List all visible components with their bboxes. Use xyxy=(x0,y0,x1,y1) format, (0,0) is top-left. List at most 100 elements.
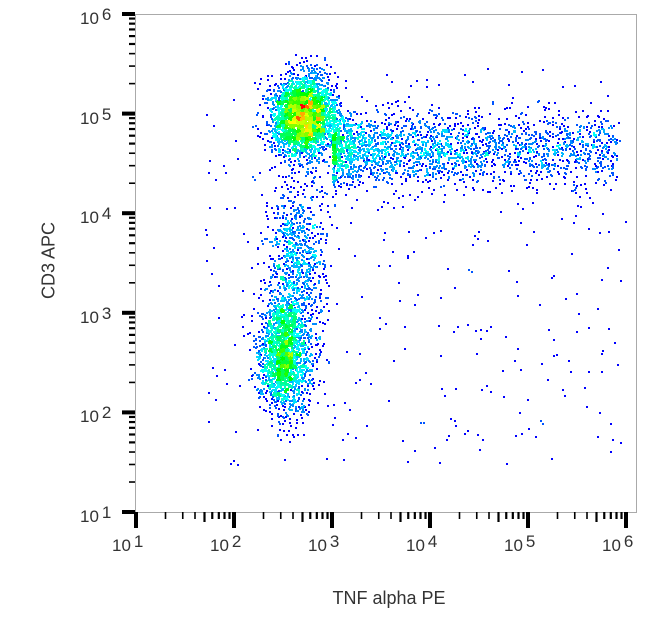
event-dot xyxy=(325,148,327,150)
event-dot xyxy=(288,95,290,97)
event-dot xyxy=(330,66,332,68)
event-dot xyxy=(280,162,282,164)
event-dot xyxy=(317,91,319,93)
event-dot xyxy=(284,140,286,142)
event-dot xyxy=(320,88,322,90)
event-dot xyxy=(275,407,277,409)
event-dot xyxy=(267,375,269,377)
event-dot xyxy=(316,160,318,162)
event-dot xyxy=(288,144,290,146)
event-dot xyxy=(333,103,335,105)
event-dot xyxy=(299,150,301,152)
event-dot xyxy=(276,344,278,346)
event-dot xyxy=(268,333,270,335)
event-dot xyxy=(290,109,292,111)
event-dot xyxy=(288,357,290,359)
event-dot xyxy=(310,82,312,84)
event-dot xyxy=(303,369,305,371)
event-dot xyxy=(295,406,297,408)
event-dot xyxy=(262,366,264,368)
event-dot xyxy=(304,148,306,150)
event-dot xyxy=(326,121,328,123)
event-dot xyxy=(310,64,312,66)
event-dot xyxy=(267,79,269,81)
event-dot xyxy=(264,102,266,104)
event-dot xyxy=(304,329,306,331)
event-dot xyxy=(266,400,268,402)
event-dot xyxy=(312,155,314,157)
event-dot xyxy=(260,132,262,134)
event-dot xyxy=(261,338,263,340)
event-dot xyxy=(299,84,301,86)
event-dot xyxy=(266,330,268,332)
event-dot xyxy=(310,141,312,143)
plot-frame xyxy=(135,14,637,513)
event-dot xyxy=(299,96,301,98)
event-dot xyxy=(271,402,273,404)
event-dot xyxy=(297,126,299,128)
event-dot xyxy=(313,85,315,87)
event-dot xyxy=(278,336,280,338)
event-dot xyxy=(315,75,317,77)
event-dot xyxy=(274,369,276,371)
event-dot xyxy=(293,413,295,415)
event-dot xyxy=(299,369,301,371)
event-dot xyxy=(321,68,323,70)
event-dot xyxy=(298,106,300,108)
event-dot xyxy=(268,323,270,325)
event-dot xyxy=(312,365,314,367)
event-dot xyxy=(266,390,268,392)
event-dot xyxy=(271,144,273,146)
event-dot xyxy=(326,131,328,133)
event-dot xyxy=(325,88,327,90)
event-dot xyxy=(296,370,298,372)
event-dot xyxy=(311,309,313,311)
event-dot xyxy=(263,326,265,328)
event-dot xyxy=(314,157,316,159)
event-dot xyxy=(291,381,293,383)
event-dot xyxy=(312,109,314,111)
event-dot xyxy=(284,111,286,113)
event-dot xyxy=(296,112,298,114)
event-dot xyxy=(255,343,257,345)
event-dot xyxy=(262,380,264,382)
event-dot xyxy=(296,364,298,366)
event-dot xyxy=(282,87,284,89)
event-dot xyxy=(304,76,306,78)
event-dot xyxy=(242,290,244,292)
event-dot xyxy=(308,70,310,72)
event-dot xyxy=(318,356,320,358)
event-dot xyxy=(289,75,291,77)
event-dot xyxy=(269,340,271,342)
event-dot xyxy=(277,141,279,143)
event-dot xyxy=(301,411,303,413)
event-dot xyxy=(269,314,271,316)
event-dot xyxy=(329,139,331,141)
event-dot xyxy=(303,405,305,407)
event-dot xyxy=(259,378,261,380)
event-dot xyxy=(325,137,327,139)
event-dot xyxy=(314,113,316,115)
event-dot xyxy=(278,148,280,150)
event-dot xyxy=(345,161,347,163)
event-dot xyxy=(272,343,274,345)
event-dot xyxy=(319,92,321,94)
event-dot xyxy=(299,339,301,341)
event-dot xyxy=(294,345,296,347)
event-dot xyxy=(325,128,327,130)
event-dot xyxy=(264,282,266,284)
event-dot xyxy=(297,81,299,83)
event-dot xyxy=(289,86,291,88)
event-dot xyxy=(302,96,304,98)
event-dot xyxy=(285,346,287,348)
event-dot xyxy=(259,136,261,138)
event-dot xyxy=(278,133,280,135)
event-dot xyxy=(301,93,303,95)
event-dot xyxy=(306,147,308,149)
events-layer xyxy=(205,54,627,466)
event-dot xyxy=(305,354,307,356)
event-dot xyxy=(271,368,273,370)
event-dot xyxy=(308,125,310,127)
event-dot xyxy=(288,118,290,120)
event-dot xyxy=(323,138,325,140)
